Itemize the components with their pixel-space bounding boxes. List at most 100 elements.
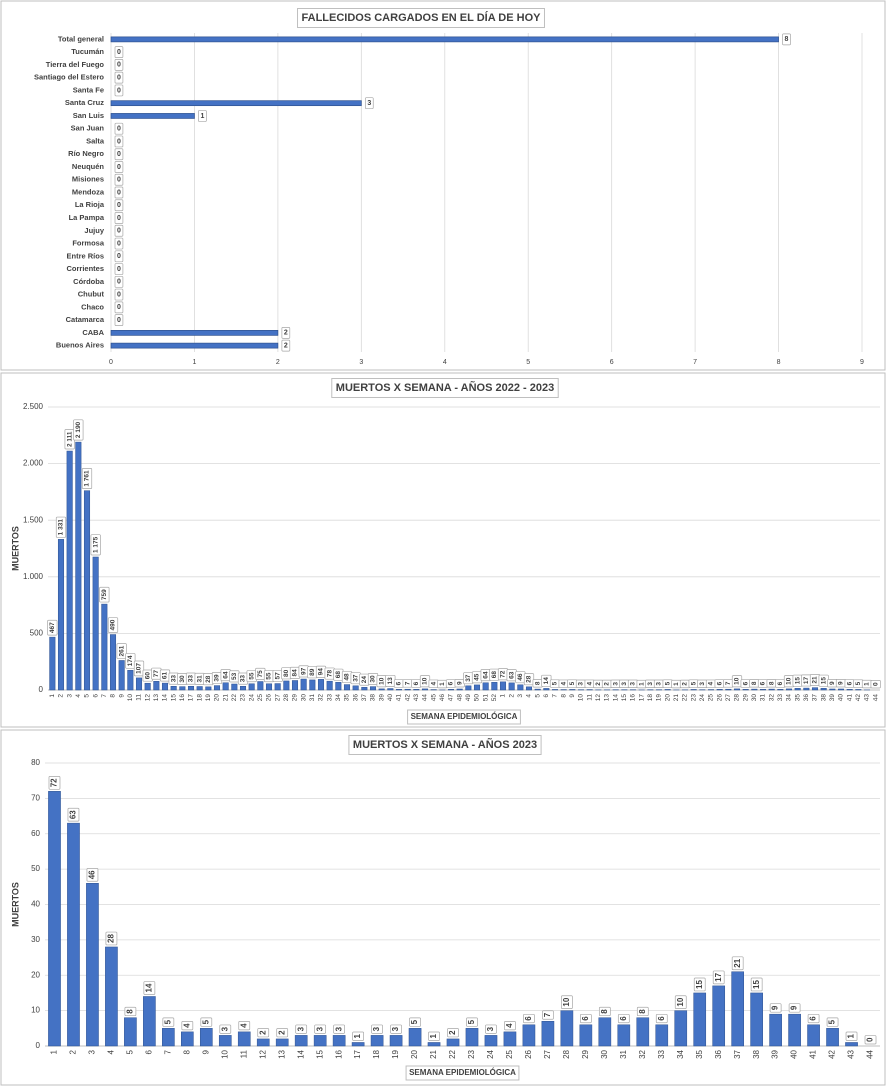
x-tick-label: 32 (638, 1049, 647, 1058)
bar (256, 1038, 270, 1047)
x-tick-label: 23 (690, 694, 697, 702)
data-label: 3 (578, 682, 585, 686)
data-label: 0 (117, 228, 121, 235)
bar (109, 634, 117, 691)
bar (389, 1035, 403, 1047)
data-label: 6 (760, 681, 767, 685)
x-tick-label: 1 (500, 694, 507, 698)
data-label: 7 (404, 681, 411, 685)
data-label-box (90, 534, 101, 556)
data-label-box (114, 173, 124, 186)
data-label: 3 (612, 682, 619, 686)
data-label: 9 (790, 1005, 799, 1010)
x-tick-label: 15 (621, 694, 628, 702)
bar (751, 688, 758, 691)
data-label: 46 (88, 870, 97, 879)
x-tick-label: 16 (630, 694, 637, 702)
data-label: 5 (552, 681, 559, 685)
data-label: 6 (809, 1016, 818, 1021)
data-label: 0 (117, 240, 121, 247)
bar (335, 682, 342, 691)
data-label: 1 (429, 1033, 438, 1038)
x-tick-label: 42 (828, 1049, 837, 1058)
x-tick-label: 33 (326, 694, 333, 702)
data-label: 6 (448, 681, 455, 685)
x-tick-label: 34 (676, 1049, 685, 1058)
data-label: 78 (326, 670, 333, 678)
y-tick-label: 50 (31, 864, 40, 873)
x-tick-label: 27 (725, 694, 732, 702)
data-label: 3 (334, 1026, 343, 1031)
bar (517, 684, 524, 691)
data-label: 5 (828, 1019, 837, 1024)
data-label: 6 (716, 681, 723, 685)
x-tick-label: 25 (708, 694, 715, 702)
data-label: 4 (505, 1023, 514, 1028)
data-label: 30 (370, 675, 377, 683)
data-label: 6 (846, 681, 853, 685)
x-tick-label: 15 (170, 694, 177, 702)
x-tick-label: 31 (760, 694, 767, 702)
bar (218, 1035, 232, 1047)
data-label: 0 (117, 215, 121, 222)
y-tick-label: Santa Cruz (65, 98, 104, 107)
data-label: 0 (117, 189, 121, 196)
x-tick-label: 31 (619, 1049, 628, 1058)
x-tick-label: 10 (127, 694, 134, 702)
bar (265, 683, 273, 691)
bar (693, 992, 707, 1047)
x-tick-label: 44 (872, 694, 879, 702)
data-label: 1 331 (58, 519, 65, 536)
data-label: 7 (725, 681, 732, 685)
bar (541, 1020, 555, 1047)
x-tick-label: 32 (768, 694, 775, 702)
y-tick-label: Formosa (72, 239, 105, 248)
x-tick-label: 30 (600, 1049, 609, 1058)
data-label: 10 (786, 677, 793, 685)
data-label-box (114, 199, 124, 212)
data-label: 5 (467, 1019, 476, 1024)
title-box (297, 8, 545, 28)
x-tick-label: 37 (812, 694, 819, 702)
bar (66, 450, 73, 691)
data-label: 3 (296, 1026, 305, 1031)
x-tick-label: 9 (860, 359, 864, 366)
x-tick-label: 28 (283, 694, 290, 702)
data-label-box (580, 1013, 592, 1024)
data-label: 3 (656, 682, 663, 686)
data-label-box (598, 1006, 611, 1017)
y-tick-label: 70 (31, 793, 40, 802)
bar (248, 683, 255, 691)
x-tick-label: 33 (657, 1049, 666, 1058)
data-label-box (114, 263, 124, 275)
y-tick-label: 1.500 (23, 515, 44, 524)
x-tick-label: 38 (370, 694, 377, 702)
x-tick-label: 4 (526, 694, 533, 698)
data-label: 3 (647, 682, 654, 686)
data-label-box (712, 970, 725, 985)
panel (0, 372, 886, 728)
bar (300, 678, 307, 691)
x-tick-label: 36 (714, 1049, 723, 1058)
bar (456, 688, 463, 691)
data-label: 3 (372, 1026, 381, 1031)
data-label: 4 (182, 1023, 191, 1028)
x-tick-label: 21 (673, 694, 680, 702)
data-label: 55 (248, 672, 255, 680)
data-label: 5 (855, 681, 862, 685)
data-label: 1 (673, 682, 680, 686)
data-label-box (466, 1017, 478, 1027)
data-label: 15 (794, 677, 801, 685)
bar (427, 1042, 441, 1047)
x-tick-label: 20 (214, 694, 221, 702)
data-label: 9 (829, 681, 836, 685)
x-tick-label: 22 (231, 694, 238, 702)
x-tick-label: 5 (84, 694, 91, 698)
data-label: 89 (309, 668, 316, 676)
data-label-box (409, 1017, 421, 1027)
bar (118, 660, 125, 691)
bar (86, 883, 99, 1047)
x-tick-label: 2 (58, 694, 65, 698)
data-label: 64 (482, 671, 489, 679)
x-tick-label: 3 (88, 1049, 97, 1054)
